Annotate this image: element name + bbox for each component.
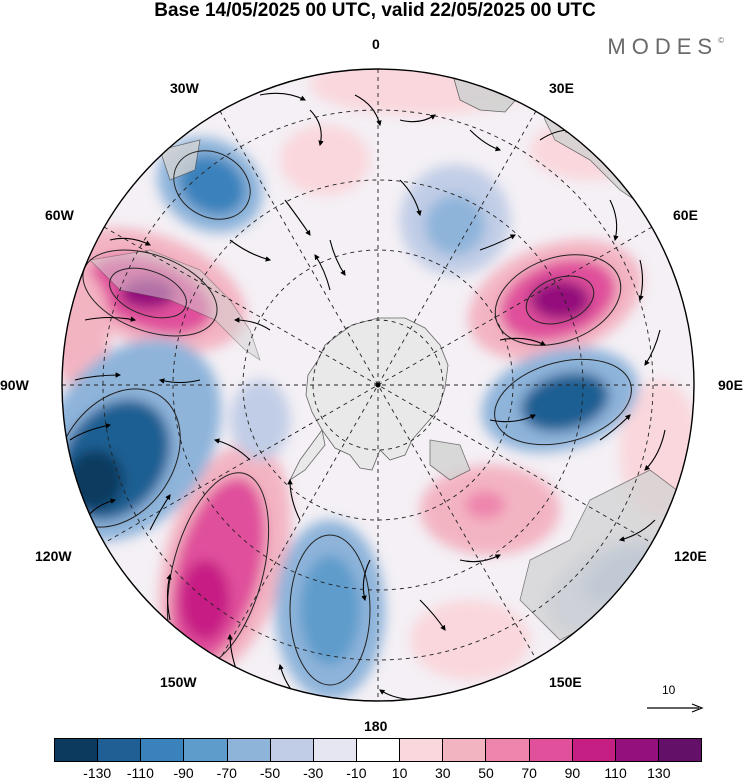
lon-label-150e: 150E	[549, 674, 582, 690]
colorbar-segment	[313, 739, 357, 761]
lon-label-180: 180	[364, 718, 388, 734]
colorbar-segment	[443, 739, 487, 761]
colorbar-tick-label: -50	[259, 765, 281, 781]
lon-label-120w: 120W	[35, 548, 72, 564]
lon-label-90w: 90W	[0, 377, 29, 393]
colorbar-ticks: -130 -110 -90 -70 -50 -30 -10 10 30 50 70 90 110 130	[54, 765, 702, 783]
colorbar-segment	[356, 739, 401, 761]
brand-mark: ©	[718, 36, 724, 45]
map-boundary	[61, 68, 695, 702]
colorbar-tick-label: 50	[478, 765, 494, 781]
lon-label-60e: 60E	[673, 207, 698, 223]
colorbar-tick-label: -10	[346, 765, 367, 781]
lon-label-0: 0	[372, 36, 380, 52]
colorbar-tick-label: 110	[604, 765, 627, 781]
lon-label-90e: 90E	[718, 377, 743, 393]
lon-label-120e: 120E	[674, 548, 707, 564]
lon-label-30e: 30E	[549, 80, 574, 96]
colorbar-tick-label: 30	[435, 765, 451, 781]
contour-lines	[62, 150, 632, 686]
lon-label-150w: 150W	[160, 674, 197, 690]
colorbar-segment	[615, 739, 659, 761]
colorbar-tick-label: -130	[83, 765, 112, 781]
colorbar-segment	[184, 739, 228, 761]
colorbar-tick-label: -110	[126, 765, 154, 781]
anomaly-field	[62, 69, 694, 701]
colorbar-segment	[529, 739, 573, 761]
antarctica-landmass	[305, 317, 449, 471]
colorbar-tick-label: -90	[173, 765, 194, 781]
polar-map	[61, 68, 695, 702]
colorbar-tick-label: -70	[216, 765, 237, 781]
lon-label-30w: 30W	[170, 80, 199, 96]
lon-label-60w: 60W	[45, 207, 74, 223]
colorbar-segment	[572, 739, 616, 761]
colorbar-segment	[400, 739, 444, 761]
colorbar-tick-label: 70	[521, 765, 537, 781]
colorbar-tick-label: 130	[647, 765, 671, 781]
vector-scale-label: 10	[662, 683, 676, 697]
colorbar-tick-label: -30	[303, 765, 324, 781]
brand-text: MODES	[607, 34, 719, 59]
colorbar	[54, 738, 702, 762]
wind-vector-arrow	[647, 703, 704, 713]
colorbar-segment	[55, 739, 99, 761]
colorbar-segment	[227, 739, 271, 761]
colorbar-segment	[270, 739, 314, 761]
wind-vectors	[69, 92, 666, 701]
colorbar-segment	[486, 739, 530, 761]
modes-logo: MODES©	[607, 34, 724, 60]
colorbar-segment	[658, 739, 702, 761]
colorbar-tick-label: 10	[391, 765, 408, 781]
colorbar-tick-label: 90	[564, 765, 581, 781]
colorbar-segment	[98, 739, 142, 761]
colorbar-segment	[141, 739, 185, 761]
map-title: Base 14/05/2025 00 UTC, valid 22/05/2025…	[154, 0, 596, 21]
